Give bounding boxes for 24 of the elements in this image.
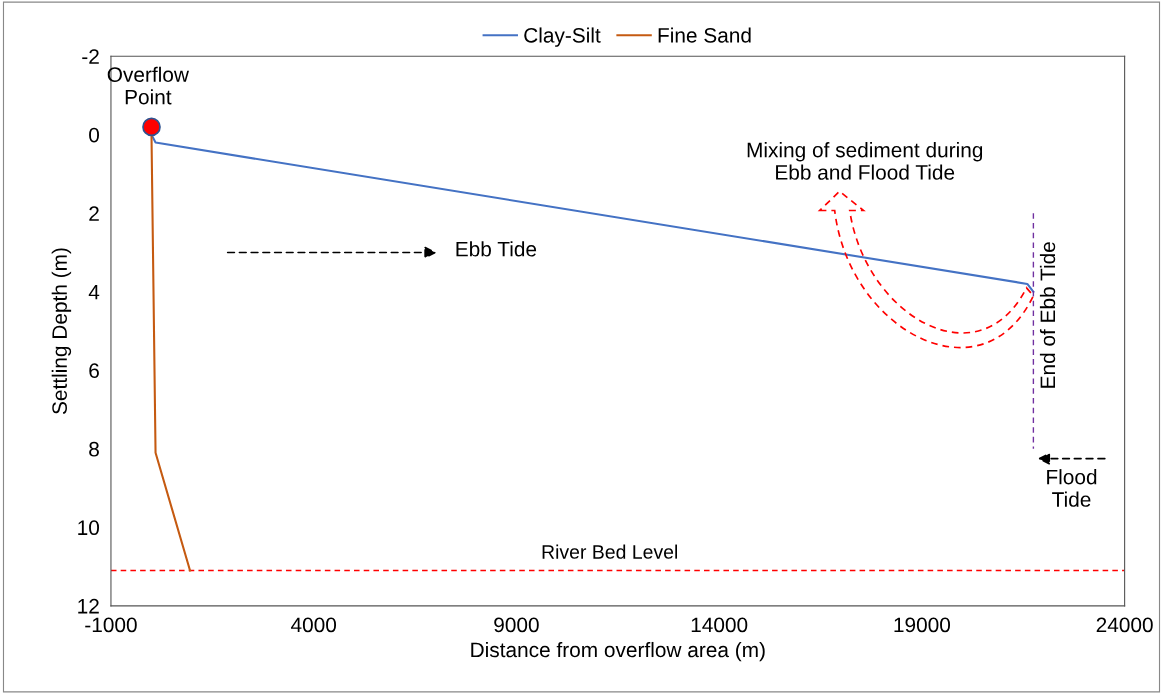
annotation: End of Ebb Tide — [1039, 242, 1056, 388]
y-tick-label: 6 — [89, 363, 99, 379]
annotation: Flood Tide — [1047, 469, 1097, 507]
x-tick-label: -1000 — [85, 617, 137, 633]
y-axis-title: Settling Depth (m) — [51, 248, 72, 415]
x-tick-label: 9000 — [494, 617, 539, 633]
x-axis-title: Distance from overflow area (m) — [471, 641, 765, 662]
x-tick-label: 24000 — [1096, 617, 1153, 633]
ref-line-label: River Bed Level — [542, 544, 678, 559]
y-tick-label: 4 — [88, 284, 100, 300]
y-tick-label: 2 — [89, 206, 99, 221]
legend-label: Clay-Silt — [524, 27, 601, 47]
y-tick-label: 12 — [78, 598, 99, 614]
y-tick-label: -2 — [82, 49, 99, 64]
x-tick-label: 19000 — [894, 617, 951, 633]
x-tick-label: 14000 — [691, 617, 748, 633]
y-tick-label: 0 — [89, 127, 100, 143]
annotation: Overflow Point — [107, 66, 189, 105]
legend-label: Fine Sand — [658, 27, 751, 43]
x-tick-label: 4000 — [290, 617, 337, 633]
annotation: Mixing of sediment during Ebb and Flood Tide — [747, 142, 983, 180]
y-tick-label: 10 — [78, 520, 100, 536]
y-tick-label: 8 — [89, 441, 99, 457]
annotation: Ebb Tide — [456, 241, 537, 257]
